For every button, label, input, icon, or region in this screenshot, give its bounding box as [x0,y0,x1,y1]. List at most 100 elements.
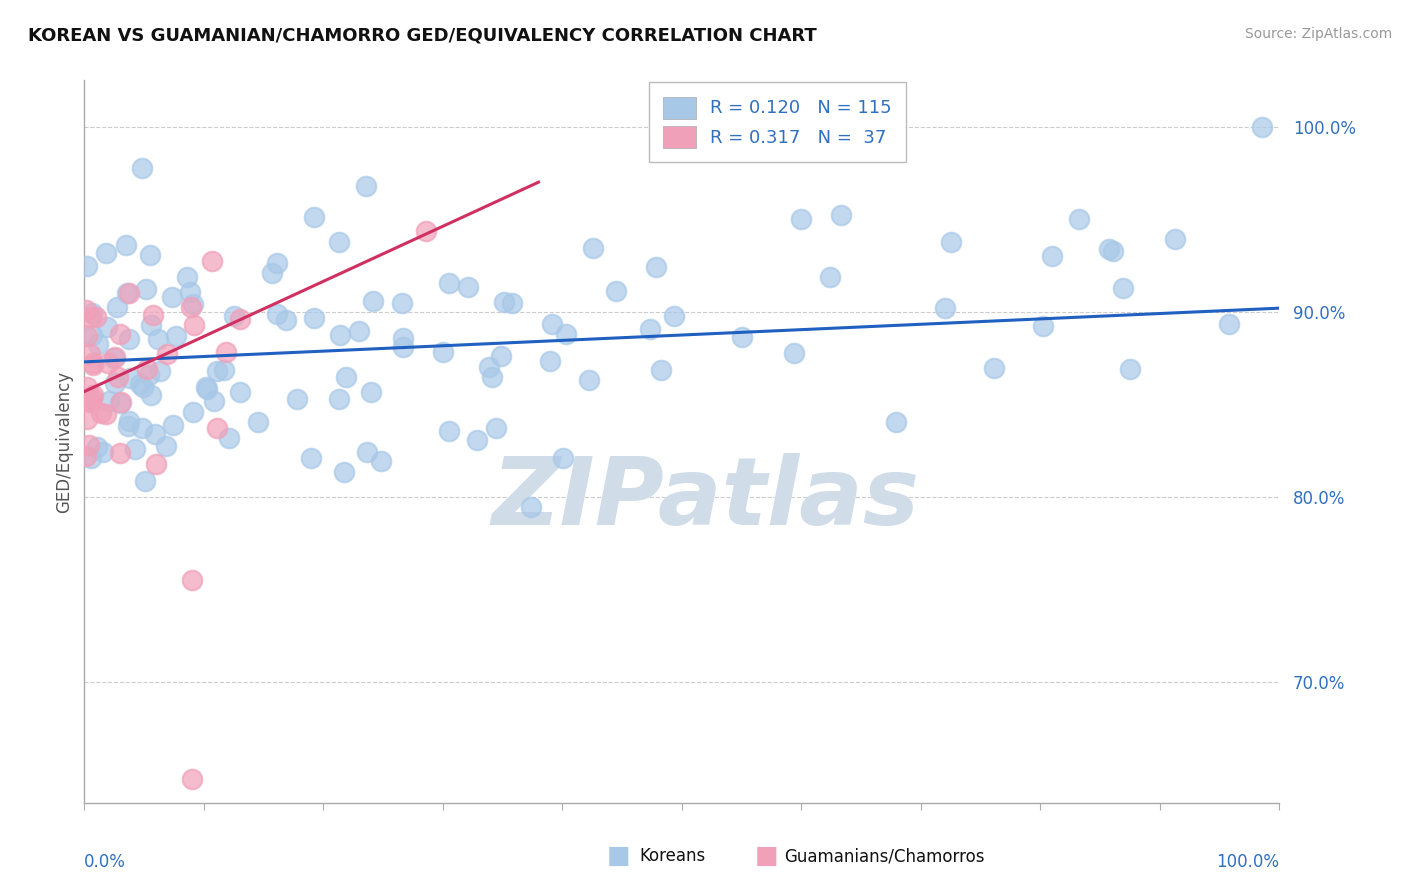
Point [730,330,752,344]
Point [332,465,354,479]
Point [941,235,963,249]
Point [1069,212,1091,227]
Point [328,392,350,406]
Point [356,445,378,459]
Point [87,337,110,351]
Point [181,772,204,786]
Point [160,290,183,304]
Point [110,395,132,409]
Point [82,356,104,370]
Point [650,363,672,377]
Point [820,269,842,284]
Point [492,295,515,310]
Point [76,412,98,426]
Point [638,322,661,336]
Point [162,417,184,432]
Text: Guamanians/Chamorros: Guamanians/Chamorros [785,847,986,865]
Point [143,426,166,441]
Point [136,361,159,376]
Point [115,238,138,252]
Point [94,408,117,422]
Point [266,255,288,269]
Legend: R = 0.120   N = 115, R = 0.317   N =  37: R = 0.120 N = 115, R = 0.317 N = 37 [648,82,907,162]
Point [176,270,198,285]
Point [75,302,97,317]
Point [110,396,132,410]
Point [181,405,204,419]
Point [96,246,118,260]
Point [582,241,605,255]
Point [205,364,228,378]
Point [361,294,384,309]
Point [80,450,103,465]
Point [156,347,179,361]
Point [107,370,129,384]
Point [218,431,240,445]
Point [302,310,325,325]
Point [194,380,217,394]
Point [551,450,574,465]
Point [76,259,98,273]
Point [139,388,162,402]
Point [93,445,115,459]
Point [222,309,245,323]
Point [138,368,160,383]
Point [229,311,252,326]
Point [983,361,1005,376]
Point [555,327,578,342]
Point [117,418,139,433]
Point [299,451,322,466]
Point [214,362,236,376]
Point [266,307,288,321]
Point [139,318,162,332]
Point [103,351,125,365]
Point [541,317,564,331]
Point [96,319,118,334]
Point [131,421,153,435]
Point [77,392,100,406]
Point [437,277,460,291]
Point [145,457,167,471]
Point [229,385,252,400]
Point [135,282,157,296]
Point [105,300,128,314]
Point [166,328,188,343]
Text: Source: ZipAtlas.com: Source: ZipAtlas.com [1244,27,1392,41]
Point [457,280,479,294]
Point [149,364,172,378]
Point [1040,249,1063,263]
Point [247,415,270,429]
Point [485,421,508,435]
Point [201,254,224,268]
Point [360,385,382,400]
Point [86,440,108,454]
Point [287,392,309,407]
Point [783,345,806,359]
Point [1032,318,1054,333]
Point [478,359,501,374]
Point [117,415,139,429]
Point [155,440,177,454]
Point [644,260,666,275]
Point [432,345,454,359]
Text: ■: ■ [755,845,778,868]
Text: Koreans: Koreans [640,847,706,865]
Point [830,208,852,222]
Point [1164,232,1187,246]
Text: ZIPatlas: ZIPatlas [492,453,920,545]
Point [80,305,103,319]
Point [262,266,284,280]
Point [370,454,392,468]
Point [118,286,141,301]
Point [183,318,205,332]
Point [90,406,112,420]
Point [134,474,156,488]
Point [276,313,298,327]
Point [139,248,162,262]
Point [179,285,201,299]
Point [519,500,541,514]
Point [181,574,204,588]
Point [128,376,150,391]
Point [302,211,325,225]
Point [79,347,101,361]
